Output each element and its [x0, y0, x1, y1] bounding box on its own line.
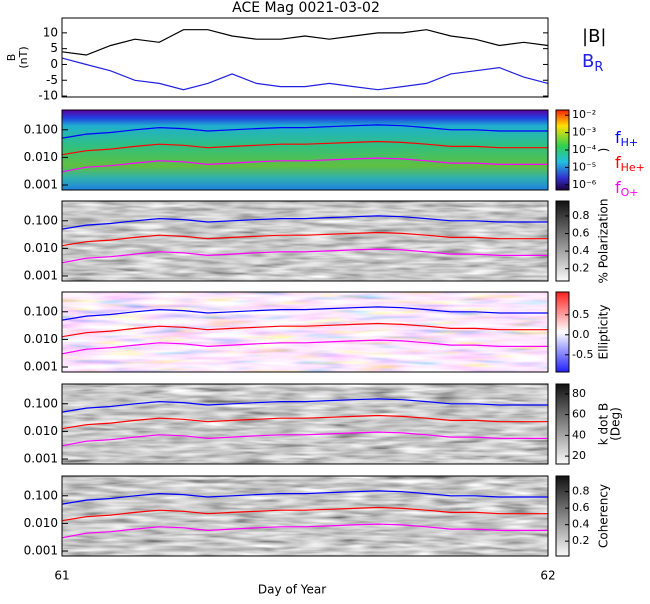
frequency-line: [61, 506, 548, 522]
colorbar-tick-label: 0.4: [572, 518, 590, 531]
colorbar: [555, 475, 570, 557]
legend-name: f: [615, 178, 621, 197]
colorbar-tick-label: 40: [572, 428, 586, 441]
plot-frame: [61, 475, 549, 557]
spectrogram-image: [62, 476, 548, 556]
y-tick-label: 0.010: [24, 150, 58, 164]
colorbar-tick-label: -0.5: [572, 348, 593, 361]
legend-name: f: [615, 153, 621, 172]
frequency-line: [61, 157, 548, 173]
y-tick-label: 0.001: [24, 269, 58, 283]
y-tick-label: -10: [38, 89, 58, 103]
y-axis-label: (nT): [17, 46, 30, 68]
spectrogram-image: [62, 110, 548, 190]
legend-entry: fH+: [615, 128, 638, 150]
legend-entry: |B|: [582, 26, 606, 47]
colorbar-label: Ellipticity: [597, 305, 611, 360]
legend-name: f: [615, 128, 621, 147]
colorbar-tick-label: 10⁻³: [572, 126, 596, 139]
colorbar-tick-label: 10⁻²: [572, 108, 596, 121]
y-tick-label: 0.010: [24, 332, 58, 346]
colorbar-label: ): [597, 148, 611, 153]
series-line: [61, 57, 549, 91]
x-tick-label: 62: [540, 569, 555, 583]
x-axis-label: Day of Year: [258, 583, 326, 597]
legend-entry: fHe+: [615, 153, 645, 175]
legend-sub: H+: [621, 136, 639, 149]
colorbar-tick-label: 0.2: [572, 534, 590, 547]
y-tick-label: 0.001: [24, 360, 58, 374]
colorbar-tick-label: 0.6: [572, 227, 590, 240]
frequency-line: [61, 398, 548, 413]
legend-name: |B|: [582, 26, 606, 47]
y-tick-label: 0.001: [24, 544, 58, 558]
legend-sub: R: [594, 60, 603, 75]
legend-sub: O+: [621, 186, 639, 199]
y-axis-label: B: [5, 54, 18, 62]
series-line: [61, 29, 549, 56]
y-tick-label: 0.001: [24, 452, 58, 466]
plot-frame: [61, 17, 549, 98]
colorbar-label: % Polarization: [597, 199, 611, 284]
colorbar-tick-label: 20: [572, 449, 586, 462]
colorbar-tick-label: 10⁻⁴: [572, 143, 597, 156]
colorbar-tick-label: 0.6: [572, 501, 590, 514]
plot-frame: [61, 383, 549, 465]
y-tick-label: 0.100: [24, 122, 58, 136]
plot-frame: [61, 109, 549, 191]
y-tick-label: 0: [50, 57, 58, 71]
frequency-line: [61, 215, 548, 230]
plot-frame: [61, 200, 549, 282]
colorbar-tick-label: 0.4: [572, 244, 590, 257]
y-tick-label: 0.010: [24, 516, 58, 530]
colorbar-tick-label: 80: [572, 387, 586, 400]
spectrogram-image: [62, 292, 548, 372]
frequency-line: [61, 339, 548, 355]
y-tick-label: 0.010: [24, 241, 58, 255]
y-tick-label: 0.100: [24, 488, 58, 502]
colorbar-tick-label: 10⁻⁵: [572, 160, 596, 173]
legend-entry: fO+: [615, 178, 639, 200]
frequency-line: [61, 248, 548, 264]
y-tick-label: -5: [46, 73, 58, 87]
y-tick-label: 0.100: [24, 213, 58, 227]
colorbar-label: k dot B: [597, 403, 611, 445]
frequency-line: [61, 414, 548, 430]
colorbar-label: Coherency: [597, 484, 611, 548]
colorbar-tick-label: 0.0: [572, 328, 590, 341]
colorbar-label: (Deg): [609, 407, 623, 441]
title: ACE Mag 0021-03-02: [232, 0, 380, 16]
frequency-line: [61, 231, 548, 247]
frequency-line: [61, 523, 548, 539]
colorbar: [555, 200, 570, 282]
spectrogram-image: [62, 201, 548, 281]
y-tick-label: 10: [43, 25, 58, 39]
colorbar-tick-label: 60: [572, 408, 586, 421]
colorbar-tick-label: 0.2: [572, 262, 590, 275]
colorbar-tick-label: 10⁻⁶: [572, 178, 597, 191]
colorbar: [555, 383, 570, 465]
frequency-line: [61, 431, 548, 447]
colorbar-tick-label: 0.5: [572, 308, 590, 321]
y-tick-label: 0.001: [24, 178, 58, 192]
x-tick-label: 61: [54, 569, 69, 583]
legend-sub: He+: [621, 161, 645, 174]
legend-entry: BR: [582, 51, 603, 75]
frequency-line: [61, 322, 548, 338]
y-tick-label: 5: [50, 41, 58, 55]
colorbar-tick-label: 0.8: [572, 209, 590, 222]
colorbar: [555, 291, 570, 373]
colorbar-tick-label: 0.8: [572, 485, 590, 498]
frequency-line: [61, 306, 548, 321]
frequency-line: [61, 490, 548, 505]
y-tick-label: 0.100: [24, 304, 58, 318]
plot-frame: [61, 291, 549, 373]
legend-name: B: [582, 51, 594, 72]
y-tick-label: 0.100: [24, 396, 58, 410]
frequency-line: [61, 140, 548, 156]
frequency-line: [61, 124, 548, 139]
y-tick-label: 0.010: [24, 424, 58, 438]
spectrogram-image: [62, 384, 548, 464]
